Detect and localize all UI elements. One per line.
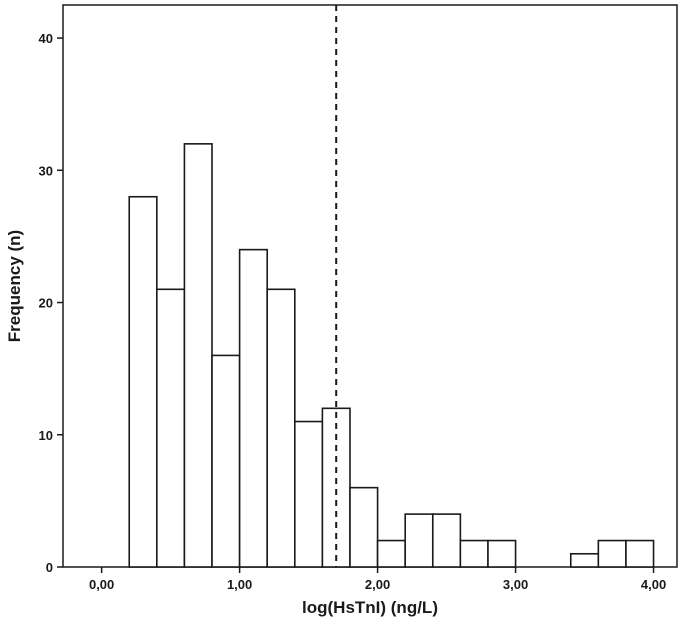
- histogram-bar: [128, 195, 158, 568]
- histogram-bar: [376, 539, 406, 568]
- histogram-bar: [431, 513, 462, 568]
- histogram-bar: [266, 288, 296, 568]
- bars-group: [128, 143, 655, 568]
- histogram-bar: [349, 486, 379, 568]
- histogram-bar: [459, 539, 489, 568]
- y-tick-label: 10: [39, 428, 53, 443]
- histogram-bar: [487, 539, 517, 568]
- y-tick-label: 0: [46, 560, 53, 575]
- y-tick-label: 20: [39, 296, 53, 311]
- histogram-bar: [625, 539, 655, 568]
- y-tick-label: 30: [39, 163, 53, 178]
- histogram-bar: [238, 248, 269, 568]
- histogram-bar: [211, 354, 241, 568]
- x-tick-label: 4,00: [641, 577, 666, 592]
- x-tick-label: 1,00: [227, 577, 252, 592]
- histogram-bar: [294, 420, 324, 568]
- x-tick-label: 3,00: [503, 577, 528, 592]
- histogram-bar: [597, 539, 627, 568]
- y-tick-label: 40: [39, 31, 53, 46]
- histogram-bar: [404, 513, 434, 568]
- x-axis-title: log(HsTnI) (ng/L): [302, 598, 438, 617]
- histogram-bar: [321, 407, 351, 568]
- x-tick-label: 0,00: [89, 577, 114, 592]
- y-axis: 0 10 20 30 40: [39, 31, 63, 575]
- histogram-bar: [183, 143, 213, 568]
- x-axis: 0,00 1,00 2,00 3,00 4,00: [89, 567, 666, 592]
- histogram-bar: [569, 552, 600, 568]
- y-axis-title: Frequency (n): [5, 230, 24, 342]
- histogram-bar: [156, 288, 186, 568]
- x-tick-label: 2,00: [365, 577, 390, 592]
